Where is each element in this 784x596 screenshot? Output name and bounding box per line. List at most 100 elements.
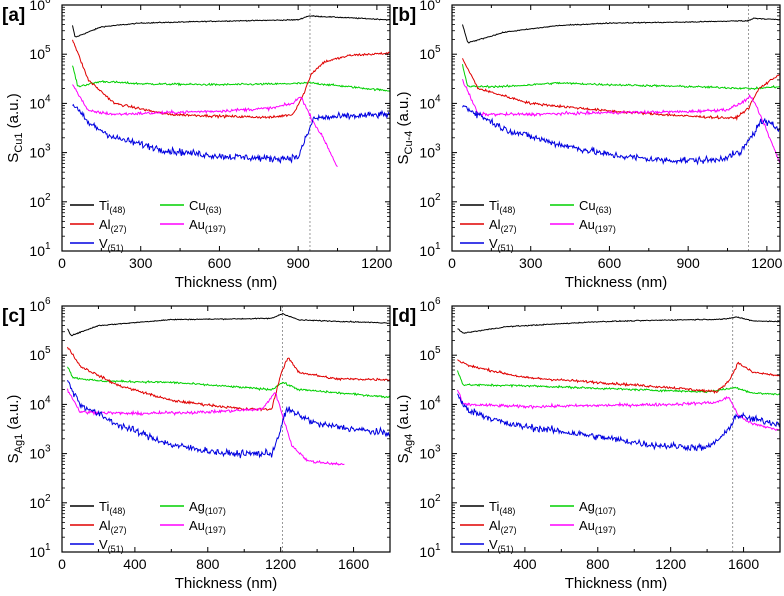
series-line-Au197: [457, 389, 780, 432]
legend-label: V(51): [489, 236, 514, 253]
series-line-Al27: [72, 39, 390, 120]
x-tick-label: 900: [676, 255, 700, 271]
x-tick-label: 1200: [265, 556, 296, 572]
legend-label: Ag(107): [189, 499, 226, 516]
y-tick-label: 106: [419, 296, 441, 314]
legend-label: V(51): [489, 537, 514, 554]
legend-label: Al(27): [99, 518, 127, 535]
legend-label: Au(197): [189, 217, 226, 234]
x-tick-label: 1200: [361, 255, 392, 271]
y-tick-label: 102: [29, 493, 51, 511]
legend: Ti(48) Ag(107) Al(27) Au(197) V(51): [70, 499, 226, 554]
y-tick-label: 103: [29, 444, 51, 462]
y-tick-label: 105: [29, 345, 51, 363]
series-line-Al27: [67, 346, 390, 412]
x-axis-label: Thickness (nm): [565, 575, 668, 592]
panel-label: [c]: [2, 306, 25, 327]
y-tick-label: 104: [419, 93, 441, 111]
plot-frame: [61, 305, 391, 553]
y-tick-label: 102: [419, 192, 441, 210]
x-tick-label: 600: [208, 255, 232, 271]
plot-frame: [451, 305, 781, 553]
x-tick-label: 1600: [338, 556, 369, 572]
legend-label: Al(27): [489, 217, 517, 234]
x-tick-label: 1200: [751, 255, 782, 271]
legend-label: Au(197): [579, 518, 616, 535]
legend: Ti(48) Cu(63) Al(27) Au(197) V(51): [70, 198, 226, 253]
plot-frame: [61, 4, 391, 252]
chart-panel-a: 0 300 600 900 1200 101 102 103 104 105 106 Thicknes…: [2, 0, 393, 291]
y-tick-label: 103: [419, 444, 441, 462]
y-tick-label: 106: [419, 0, 441, 13]
y-tick-label: 101: [29, 241, 51, 259]
y-tick-label: 103: [419, 143, 441, 161]
panel-label: [b]: [392, 5, 416, 26]
x-tick-label: 0: [58, 255, 66, 271]
y-axis-label: SCu-4 (a.u.): [395, 91, 415, 164]
series-line-V51: [72, 103, 390, 164]
plot-frame: [451, 4, 781, 252]
legend-label: Ti(48): [99, 198, 125, 215]
series-line-Ti48: [72, 14, 390, 38]
y-tick-label: 105: [419, 345, 441, 363]
chart-panel-b: 0 300 600 900 1200 101 102 103 104 105 106 Thicknes…: [392, 0, 783, 291]
legend-label: Al(27): [489, 518, 517, 535]
series-line-Ti48: [67, 312, 390, 337]
y-tick-label: 104: [419, 394, 441, 412]
y-axis-label: SAg1 (a.u.): [5, 395, 25, 464]
y-tick-label: 102: [419, 493, 441, 511]
x-tick-label: 600: [598, 255, 622, 271]
y-tick-label: 101: [419, 542, 441, 560]
series-line-Al27: [462, 58, 780, 121]
y-tick-label: 105: [29, 44, 51, 62]
y-tick-label: 106: [29, 0, 51, 13]
x-tick-label: 300: [519, 255, 543, 271]
legend-label: Au(197): [579, 217, 616, 234]
y-tick-label: 104: [29, 394, 51, 412]
x-tick-label: 300: [129, 255, 153, 271]
x-axis-label: Thickness (nm): [565, 274, 668, 291]
legend-label: Ti(48): [489, 499, 515, 516]
x-tick-label: 1600: [728, 556, 759, 572]
series-line-V51: [457, 393, 780, 452]
legend-label: Au(197): [189, 518, 226, 535]
x-axis-label: Thickness (nm): [175, 575, 278, 592]
legend-label: Ag(107): [579, 499, 616, 516]
x-tick-label: 800: [586, 556, 610, 572]
panel-label: [d]: [392, 306, 416, 327]
series-line-Ag107: [67, 366, 390, 399]
y-tick-label: 103: [29, 143, 51, 161]
series-line-Au197: [462, 78, 780, 164]
legend: Ti(48) Ag(107) Al(27) Au(197) V(51): [460, 499, 616, 554]
y-tick-label: 105: [419, 44, 441, 62]
x-tick-label: 400: [513, 556, 537, 572]
series-line-Ti48: [457, 316, 780, 334]
series-line-Au197: [72, 84, 338, 168]
legend: Ti(48) Cu(63) Al(27) Au(197) V(51): [460, 198, 616, 253]
x-axis-label: Thickness (nm): [175, 274, 278, 291]
series-line-Al27: [457, 359, 780, 395]
panel-label: [a]: [2, 5, 25, 26]
y-tick-label: 101: [29, 542, 51, 560]
y-tick-label: 104: [29, 93, 51, 111]
x-tick-label: 0: [448, 255, 456, 271]
y-tick-label: 106: [29, 296, 51, 314]
series-line-Cu63: [72, 65, 390, 92]
legend-label: Ti(48): [99, 499, 125, 516]
chart-panel-d: 400 800 1200 1600 101 102 103 104 105 106 Thicknes…: [392, 296, 781, 592]
series-line-Cu63: [462, 64, 780, 91]
legend-label: V(51): [99, 537, 124, 554]
series-line-V51: [462, 104, 780, 166]
legend-label: V(51): [99, 236, 124, 253]
x-tick-label: 800: [196, 556, 220, 572]
legend-label: Cu(63): [579, 198, 612, 215]
y-axis-label: SCu1 (a.u.): [5, 93, 25, 162]
legend-label: Al(27): [99, 217, 127, 234]
y-tick-label: 102: [29, 192, 51, 210]
series-line-V51: [67, 379, 390, 459]
chart-panel-c: 0 400 800 1200 1600 101 102 103 104 105 106 Thickne…: [2, 296, 391, 592]
y-tick-label: 101: [419, 241, 441, 259]
x-tick-label: 400: [123, 556, 147, 572]
x-tick-label: 900: [286, 255, 310, 271]
